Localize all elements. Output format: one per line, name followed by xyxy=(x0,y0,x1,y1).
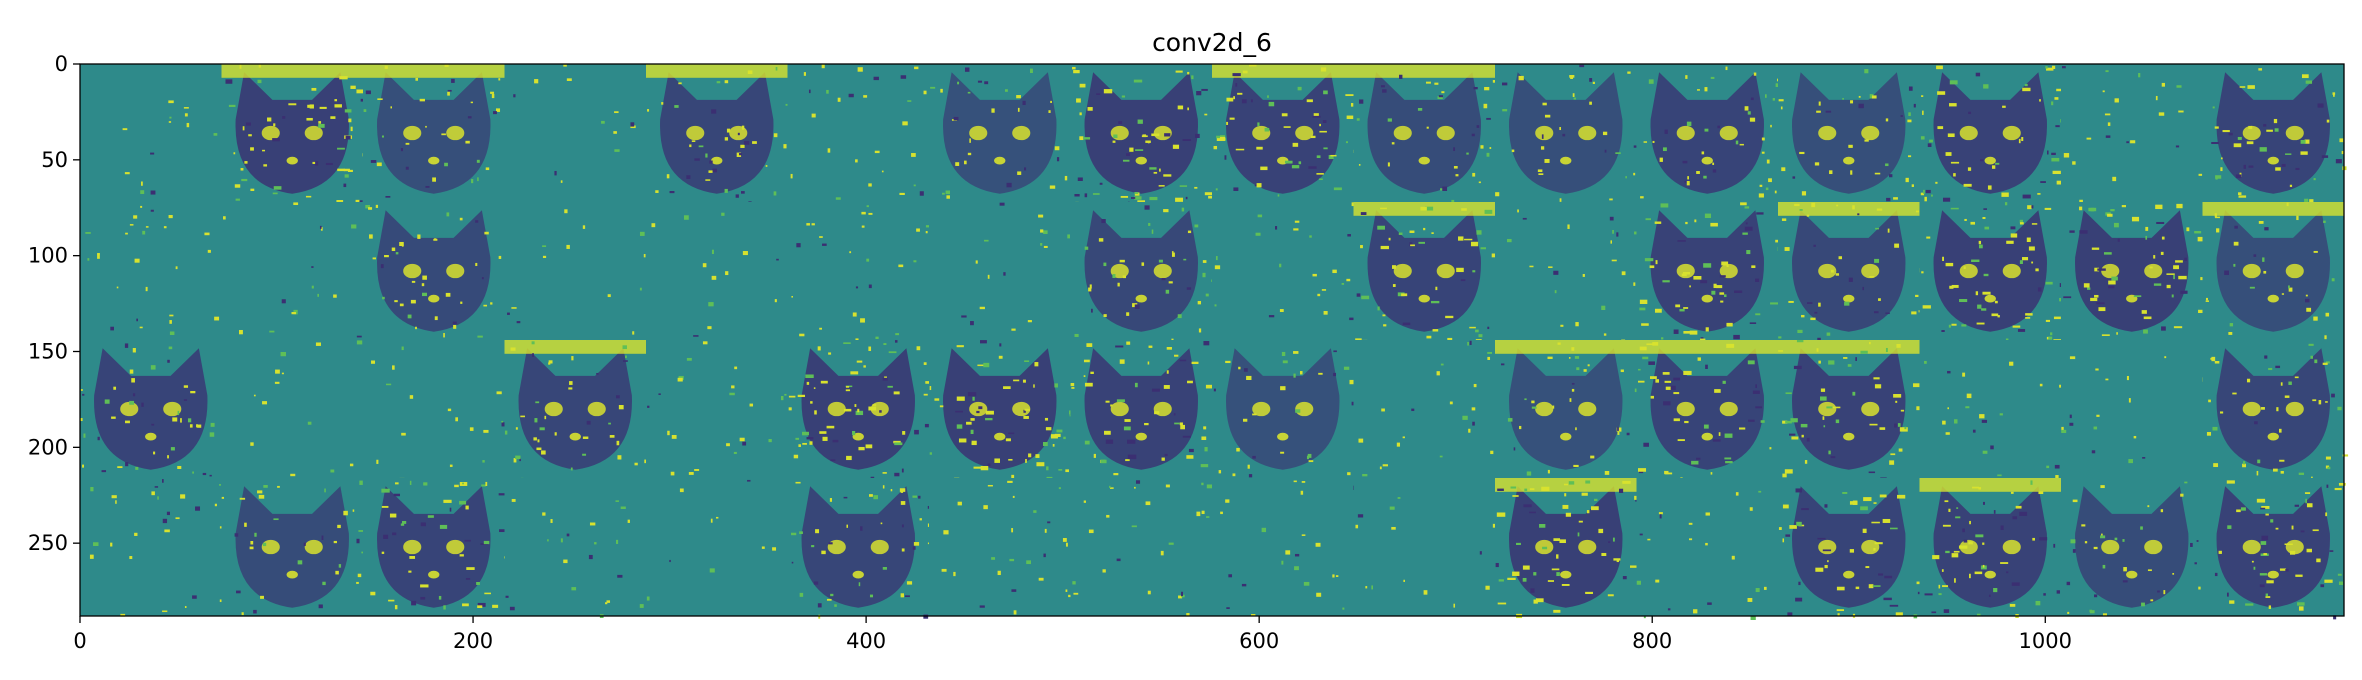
feature-map-tile xyxy=(2202,478,2346,620)
y-tick-label: 0 xyxy=(55,52,68,76)
y-tick-label: 100 xyxy=(28,244,68,268)
feature-map-tile xyxy=(1353,478,1496,617)
feature-map-tile xyxy=(504,202,647,341)
feature-map-tile xyxy=(929,202,1071,344)
feature-map-tile xyxy=(646,478,788,617)
feature-map-tile xyxy=(1495,64,1637,203)
chart-title: conv2d_6 xyxy=(1152,28,1272,57)
feature-map-tile xyxy=(2061,478,2203,617)
x-tick-label: 0 xyxy=(73,629,86,653)
feature-map-tile xyxy=(1212,478,1358,617)
feature-map-tile xyxy=(221,64,367,205)
y-tick-label: 200 xyxy=(28,435,68,459)
feature-map-tile xyxy=(2061,340,2206,479)
feature-map-tile xyxy=(80,202,222,341)
feature-map-tile xyxy=(1778,64,1920,203)
feature-map-tile xyxy=(1070,64,1215,206)
feature-map-tile xyxy=(80,340,222,479)
feature-map-tile xyxy=(1212,340,1355,479)
feature-map-tile xyxy=(1070,478,1213,617)
feature-map-tile xyxy=(1919,64,2066,203)
feature-map-tile xyxy=(80,478,226,617)
feature-map-tile xyxy=(646,340,788,479)
feature-map-tile xyxy=(504,340,647,481)
x-tick-label: 200 xyxy=(453,629,493,653)
feature-map-tile xyxy=(221,202,364,341)
feature-map-tile xyxy=(1636,64,1782,203)
y-tick-label: 250 xyxy=(28,531,68,555)
x-tick-label: 600 xyxy=(1239,629,1279,653)
feature-map-tile xyxy=(363,340,507,482)
feature-map-tile xyxy=(787,340,932,480)
feature-map-tile xyxy=(1636,478,1779,620)
feature-map-tile xyxy=(1919,202,2069,343)
feature-map-tile xyxy=(787,478,933,619)
feature-map-tile xyxy=(2061,64,2203,203)
feature-map-tile xyxy=(1070,202,1214,342)
feature-map-tile xyxy=(1495,202,1639,342)
feature-map-tile xyxy=(1353,64,1499,205)
feature-map-tile xyxy=(2202,202,2345,341)
feature-map-tile xyxy=(363,478,509,617)
y-tick-label: 50 xyxy=(41,148,68,172)
feature-map-tile xyxy=(363,64,505,203)
feature-map-grid xyxy=(80,64,2349,620)
y-tick-label: 150 xyxy=(28,340,68,364)
feature-map-tile xyxy=(646,64,791,204)
feature-map-tile xyxy=(504,64,647,203)
axes: 0 200 400 600 800 1000 0 50 100 150 200 250 xyxy=(28,52,2345,653)
feature-map-tile xyxy=(2061,202,2207,341)
x-tick-label: 400 xyxy=(846,629,886,653)
feature-map-tile xyxy=(1495,340,1639,479)
feature-map-tile xyxy=(787,202,930,342)
plot-frame xyxy=(79,63,2345,617)
feature-map-tile xyxy=(1919,340,2065,479)
feature-map-tile xyxy=(1778,478,1925,619)
feature-map-tile xyxy=(1778,202,1924,341)
feature-map-tile xyxy=(221,478,365,617)
feature-map-tile xyxy=(2202,64,2347,204)
feature-map-tile xyxy=(1212,202,1357,341)
feature-map-tile xyxy=(646,202,788,341)
feature-map-tile xyxy=(363,202,505,341)
feature-map-tile xyxy=(1495,478,1643,619)
x-tick-label: 1000 xyxy=(2019,629,2072,653)
feature-map-tile xyxy=(504,478,647,619)
feature-map-tile xyxy=(1778,340,1922,481)
feature-map-tile xyxy=(1636,202,1784,341)
feature-map-tile xyxy=(929,340,1077,483)
feature-map-tile xyxy=(929,478,1074,617)
feature-map-tile xyxy=(2202,340,2349,480)
feature-map-tile xyxy=(1070,340,1213,479)
feature-map-tile xyxy=(1636,340,1779,480)
feature-map-tile xyxy=(1353,202,1501,344)
feature-map-tile xyxy=(1919,478,2062,618)
feature-map-tile xyxy=(1212,64,1357,203)
feature-map-tile xyxy=(221,340,364,479)
feature-map-tile xyxy=(787,64,930,203)
x-tick-label: 800 xyxy=(1632,629,1672,653)
feature-map-tile xyxy=(1353,340,1496,479)
feature-map-tile xyxy=(80,64,222,203)
feature-map-tile xyxy=(929,64,1071,203)
